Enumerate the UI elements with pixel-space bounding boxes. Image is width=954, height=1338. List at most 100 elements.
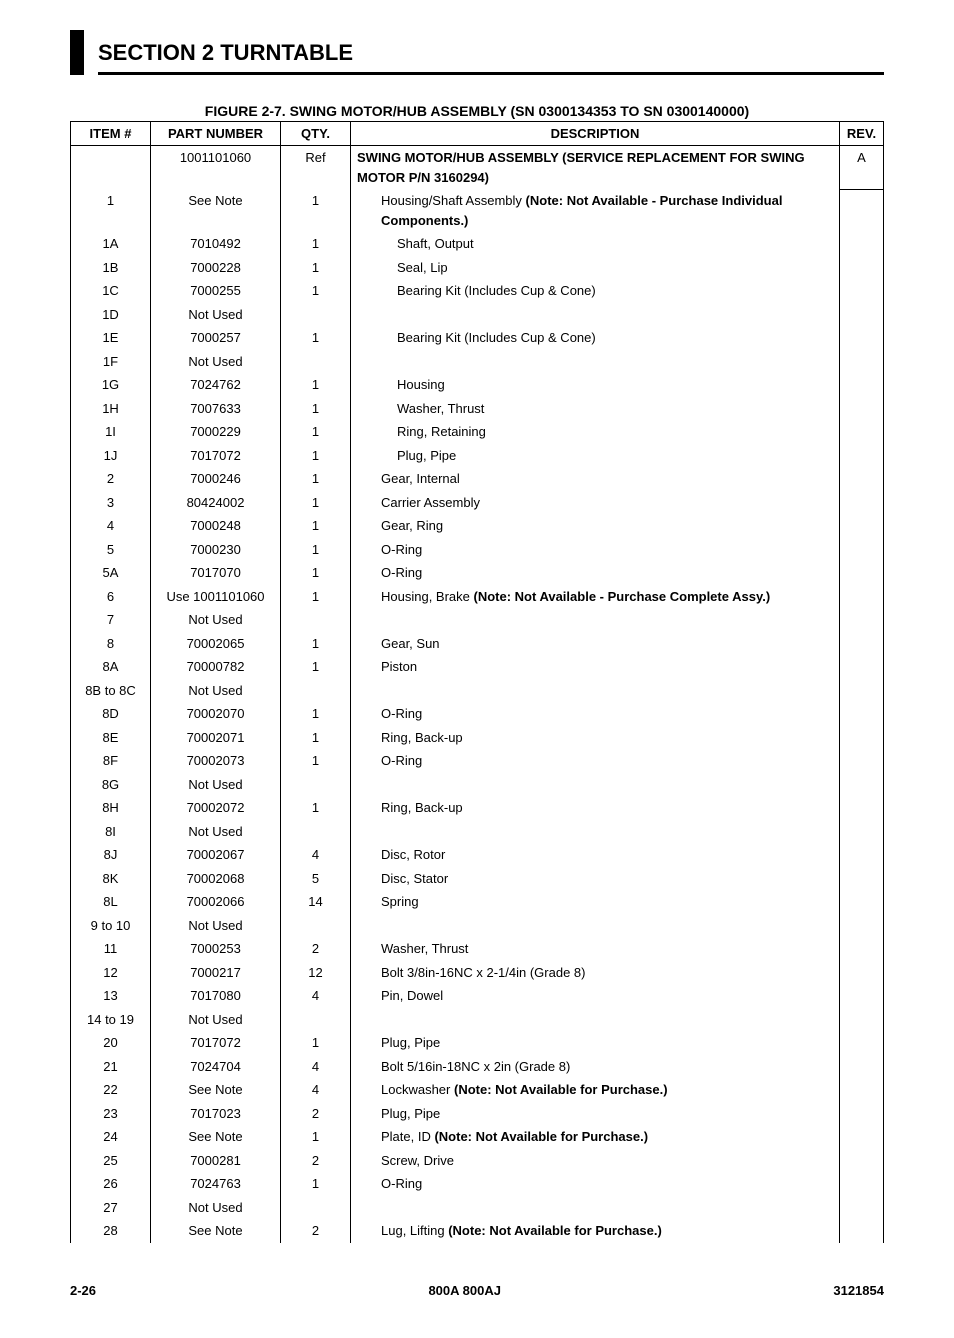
- cell-desc: Gear, Internal: [351, 467, 840, 491]
- desc-text: O-Ring: [381, 1176, 422, 1191]
- cell-part: Not Used: [151, 679, 281, 703]
- cell-desc: Pin, Dowel: [351, 984, 840, 1008]
- table-row: 1B70002281Seal, Lip: [71, 256, 884, 280]
- desc-text: Lockwasher: [381, 1082, 454, 1097]
- cell-part: 1001101060: [151, 146, 281, 190]
- cell-qty: [281, 1196, 351, 1220]
- cell-desc: O-Ring: [351, 749, 840, 773]
- desc-text: O-Ring: [381, 706, 422, 721]
- cell-qty: 1: [281, 538, 351, 562]
- table-row: 1A70104921Shaft, Output: [71, 232, 884, 256]
- desc-text: Housing: [397, 377, 445, 392]
- table-row: 7Not Used: [71, 608, 884, 632]
- cell-desc: Seal, Lip: [351, 256, 840, 280]
- cell-rev: [840, 397, 884, 421]
- cell-desc: O-Ring: [351, 561, 840, 585]
- table-row: 12700021712Bolt 3/8in-16NC x 2-1/4in (Gr…: [71, 961, 884, 985]
- cell-part: 7010492: [151, 232, 281, 256]
- cell-qty: 1: [281, 467, 351, 491]
- cell-item: 8H: [71, 796, 151, 820]
- table-row: 1G70247621Housing: [71, 373, 884, 397]
- desc-note: (Note: Not Available for Purchase.): [448, 1223, 662, 1238]
- cell-rev: [840, 914, 884, 938]
- cell-item: 8J: [71, 843, 151, 867]
- table-row: 1See Note1Housing/Shaft Assembly (Note: …: [71, 189, 884, 232]
- cell-rev: [840, 350, 884, 374]
- table-row: 22See Note4Lockwasher (Note: Not Availab…: [71, 1078, 884, 1102]
- cell-qty: 1: [281, 256, 351, 280]
- cell-desc: Gear, Ring: [351, 514, 840, 538]
- desc-text: Ring, Back-up: [381, 730, 463, 745]
- cell-qty: 1: [281, 444, 351, 468]
- desc-note: (Note: Not Available for Purchase.): [454, 1082, 668, 1097]
- table-row: 1C70002551Bearing Kit (Includes Cup & Co…: [71, 279, 884, 303]
- footer-right: 3121854: [833, 1283, 884, 1298]
- cell-qty: 1: [281, 232, 351, 256]
- cell-part: 7017072: [151, 1031, 281, 1055]
- desc-text: Bolt 3/8in-16NC x 2-1/4in (Grade 8): [381, 965, 585, 980]
- desc-text: Gear, Internal: [381, 471, 460, 486]
- cell-desc: Spring: [351, 890, 840, 914]
- cell-desc: Bolt 5/16in-18NC x 2in (Grade 8): [351, 1055, 840, 1079]
- cell-item: 25: [71, 1149, 151, 1173]
- cell-qty: 1: [281, 749, 351, 773]
- table-row: 8F700020731O-Ring: [71, 749, 884, 773]
- cell-part: 7000217: [151, 961, 281, 985]
- cell-desc: SWING MOTOR/HUB ASSEMBLY (SERVICE REPLAC…: [351, 146, 840, 190]
- desc-note: (Note: Not Available for Purchase.): [434, 1129, 648, 1144]
- cell-qty: 1: [281, 397, 351, 421]
- cell-part: 7017080: [151, 984, 281, 1008]
- cell-item: 1: [71, 189, 151, 232]
- desc-text: Plug, Pipe: [381, 1106, 440, 1121]
- cell-desc: Shaft, Output: [351, 232, 840, 256]
- cell-qty: 4: [281, 984, 351, 1008]
- cell-rev: [840, 538, 884, 562]
- cell-part: 7000255: [151, 279, 281, 303]
- page: SECTION 2 TURNTABLE FIGURE 2-7. SWING MO…: [0, 0, 954, 1338]
- cell-qty: 1: [281, 561, 351, 585]
- cell-item: 2: [71, 467, 151, 491]
- cell-item: 8K: [71, 867, 151, 891]
- cell-item: 1E: [71, 326, 151, 350]
- cell-item: 3: [71, 491, 151, 515]
- table-row: 2370170232Plug, Pipe: [71, 1102, 884, 1126]
- cell-desc: Lug, Lifting (Note: Not Available for Pu…: [351, 1219, 840, 1243]
- desc-text: Piston: [381, 659, 417, 674]
- cell-item: 1F: [71, 350, 151, 374]
- header-accent-bar: [70, 30, 84, 75]
- cell-part: Not Used: [151, 773, 281, 797]
- cell-desc: Disc, Stator: [351, 867, 840, 891]
- cell-part: See Note: [151, 1219, 281, 1243]
- cell-rev: [840, 1078, 884, 1102]
- cell-desc: [351, 914, 840, 938]
- cell-desc: Bearing Kit (Includes Cup & Cone): [351, 326, 840, 350]
- cell-part: 7000281: [151, 1149, 281, 1173]
- desc-text: Plate, ID: [381, 1129, 434, 1144]
- desc-text: O-Ring: [381, 753, 422, 768]
- cell-desc: [351, 773, 840, 797]
- cell-part: 7000253: [151, 937, 281, 961]
- cell-qty: [281, 820, 351, 844]
- table-row: 8K700020685Disc, Stator: [71, 867, 884, 891]
- cell-part: 70002072: [151, 796, 281, 820]
- cell-part: 7007633: [151, 397, 281, 421]
- cell-desc: Housing/Shaft Assembly (Note: Not Availa…: [351, 189, 840, 232]
- cell-desc: Ring, Back-up: [351, 796, 840, 820]
- table-row: 8INot Used: [71, 820, 884, 844]
- cell-item: 4: [71, 514, 151, 538]
- cell-rev: [840, 256, 884, 280]
- cell-qty: [281, 350, 351, 374]
- table-row: 8J700020674Disc, Rotor: [71, 843, 884, 867]
- cell-qty: 1: [281, 420, 351, 444]
- cell-rev: [840, 444, 884, 468]
- desc-text: Plug, Pipe: [397, 448, 456, 463]
- page-footer: 2-26 800A 800AJ 3121854: [70, 1283, 884, 1298]
- cell-rev: [840, 1125, 884, 1149]
- cell-desc: Carrier Assembly: [351, 491, 840, 515]
- cell-part: 7017023: [151, 1102, 281, 1126]
- cell-rev: [840, 514, 884, 538]
- cell-rev: [840, 232, 884, 256]
- cell-item: 8A: [71, 655, 151, 679]
- cell-desc: Piston: [351, 655, 840, 679]
- cell-qty: 1: [281, 702, 351, 726]
